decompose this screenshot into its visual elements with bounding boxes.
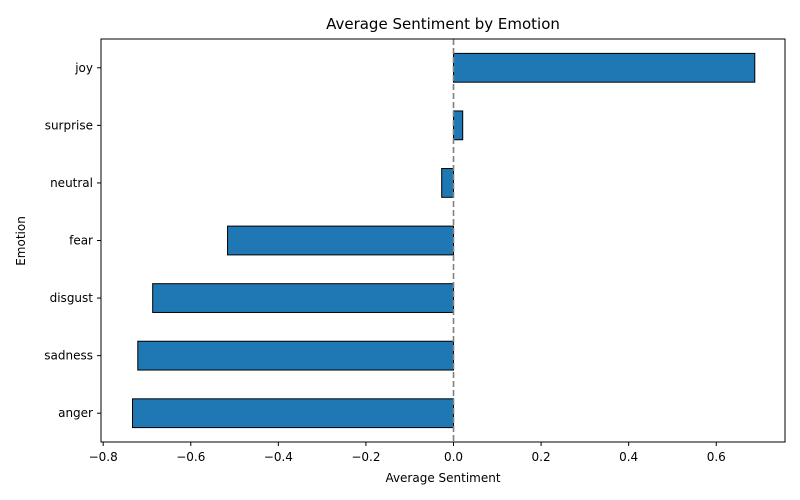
x-tick-label: −0.4 bbox=[264, 450, 293, 464]
y-tick-label-sadness: sadness bbox=[44, 349, 93, 363]
x-tick-label: 0.6 bbox=[707, 450, 726, 464]
bar-joy bbox=[453, 52, 756, 83]
y-tick-label-anger: anger bbox=[58, 406, 93, 420]
y-tick-label-joy: joy bbox=[74, 61, 93, 75]
x-tick-label: 0.4 bbox=[619, 450, 638, 464]
y-tick-label-disgust: disgust bbox=[50, 291, 94, 305]
x-tick-label: −0.8 bbox=[89, 450, 118, 464]
x-tick-label: −0.6 bbox=[176, 450, 205, 464]
x-axis-label: Average Sentiment bbox=[385, 471, 500, 485]
bar-sadness bbox=[137, 340, 455, 371]
x-tick-label: 0.2 bbox=[532, 450, 551, 464]
y-tick-label-fear: fear bbox=[69, 234, 93, 248]
plot-area: −0.8 −0.6 −0.4 −0.2 0.0 0.2 0.4 0.6 anger sadness… bbox=[44, 38, 786, 464]
bar-neutral bbox=[441, 168, 455, 198]
y-tick-label-surprise: surprise bbox=[45, 118, 93, 132]
bar-anger bbox=[132, 398, 455, 429]
bar-disgust bbox=[152, 283, 455, 313]
x-tick-label: 0.0 bbox=[444, 450, 463, 464]
chart-title: Average Sentiment by Emotion bbox=[326, 15, 560, 33]
bar-fear bbox=[227, 225, 455, 256]
y-tick-label-neutral: neutral bbox=[50, 176, 93, 190]
x-tick-label: −0.2 bbox=[351, 450, 380, 464]
bar-surprise bbox=[453, 110, 464, 141]
y-axis-label: Emotion bbox=[14, 216, 28, 266]
